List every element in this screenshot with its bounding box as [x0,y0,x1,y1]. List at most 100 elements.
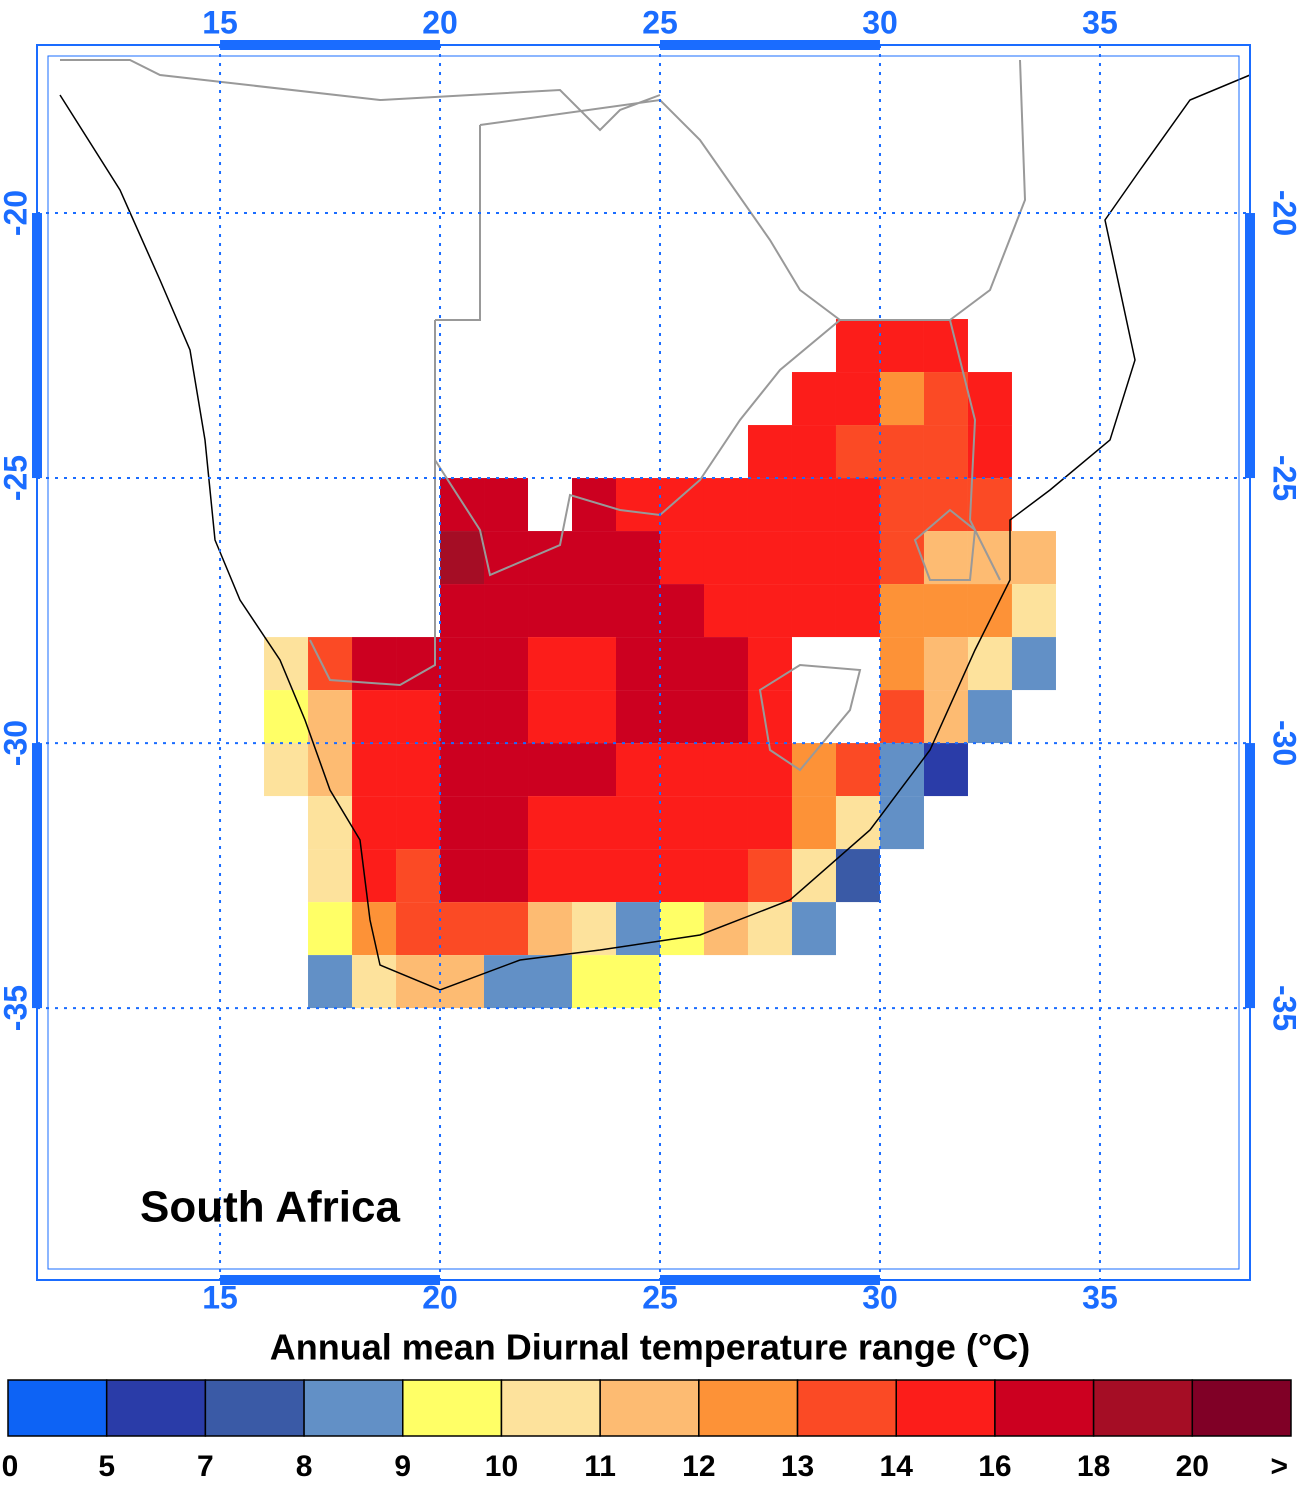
x-tick-label-top: 20 [422,4,458,40]
colorbar-label: 8 [296,1450,313,1483]
cell [308,743,353,797]
cell [484,584,529,638]
cell [703,531,748,585]
cell [352,902,397,956]
cell [747,690,792,744]
x-tick-label-top: 35 [1082,4,1118,40]
colorbar-label: 7 [197,1450,214,1483]
colorbar-label: 9 [394,1450,411,1483]
cell [308,955,353,1009]
cell [703,478,748,532]
cell [879,372,924,426]
colorbar-box [1191,1379,1292,1437]
cell [264,690,309,744]
cell [484,955,529,1009]
cell [308,690,353,744]
cell [659,531,704,585]
cell [1011,637,1056,691]
cell [879,690,924,744]
cell [528,637,573,691]
cell [528,743,573,797]
cell [440,849,485,903]
cell [572,531,617,585]
cell [352,955,397,1009]
colorbar-box [303,1379,404,1437]
cell [396,902,441,956]
cell [572,690,617,744]
cell [528,584,573,638]
colorbar-label: 12 [682,1450,715,1483]
cell [528,690,573,744]
colorbar-label: 14 [880,1450,914,1483]
cell [703,690,748,744]
cell [791,478,836,532]
cell [835,478,880,532]
cell [747,849,792,903]
cell [791,796,836,850]
cell [440,690,485,744]
x-tick-label-bottom: 20 [422,1279,458,1315]
cell [835,425,880,479]
cell [308,902,353,956]
cell [352,690,397,744]
y-tick-label-right: -30 [1267,720,1300,766]
cell [572,902,617,956]
colorbar-box [500,1379,601,1437]
cell [616,690,660,744]
cell [967,372,1012,426]
cell [923,372,968,426]
inner-frame [47,55,1240,1270]
cell [352,849,397,903]
colorbar-label: 11 [584,1450,616,1483]
cell [659,902,704,956]
colorbar-label: 13 [781,1450,814,1483]
cell [835,849,880,903]
cell [528,796,573,850]
colorbar-label: 5 [98,1450,115,1483]
cell [879,319,924,373]
cell [352,743,397,797]
cell [616,478,660,532]
cell [616,584,660,638]
cell [923,584,968,638]
cell [440,478,485,532]
cell [440,531,485,585]
cell [879,425,924,479]
cell [791,531,836,585]
cell [440,637,485,691]
cell [352,796,397,850]
region-label: South Africa [140,1183,400,1232]
cell [967,425,1012,479]
cell [396,849,441,903]
coast [59,74,1251,991]
colorbar-box [402,1379,503,1437]
cells [264,319,1056,1009]
cell [396,743,441,797]
x-tick-label-bottom: 35 [1082,1279,1118,1315]
cell [967,531,1012,585]
cell [484,637,529,691]
y-tick-label-right: -25 [1267,455,1300,501]
cell [659,849,704,903]
cell [835,319,880,373]
cell [791,584,836,638]
y-tick-label-left: -25 [0,455,33,501]
cell [484,478,529,532]
cell [484,796,529,850]
cell [835,743,880,797]
cell [747,902,792,956]
cell [879,796,924,850]
cell [747,478,792,532]
cell [616,849,660,903]
colorbar-box [1092,1379,1194,1437]
cell [791,902,836,956]
coastline [59,59,1251,991]
y-tick-label-left: -20 [0,190,33,236]
cell [484,531,529,585]
cell [572,637,617,691]
x-tick-label-bottom: 30 [862,1279,898,1315]
cell [484,902,529,956]
cell [703,796,748,850]
cell [747,743,792,797]
cell [747,425,792,479]
